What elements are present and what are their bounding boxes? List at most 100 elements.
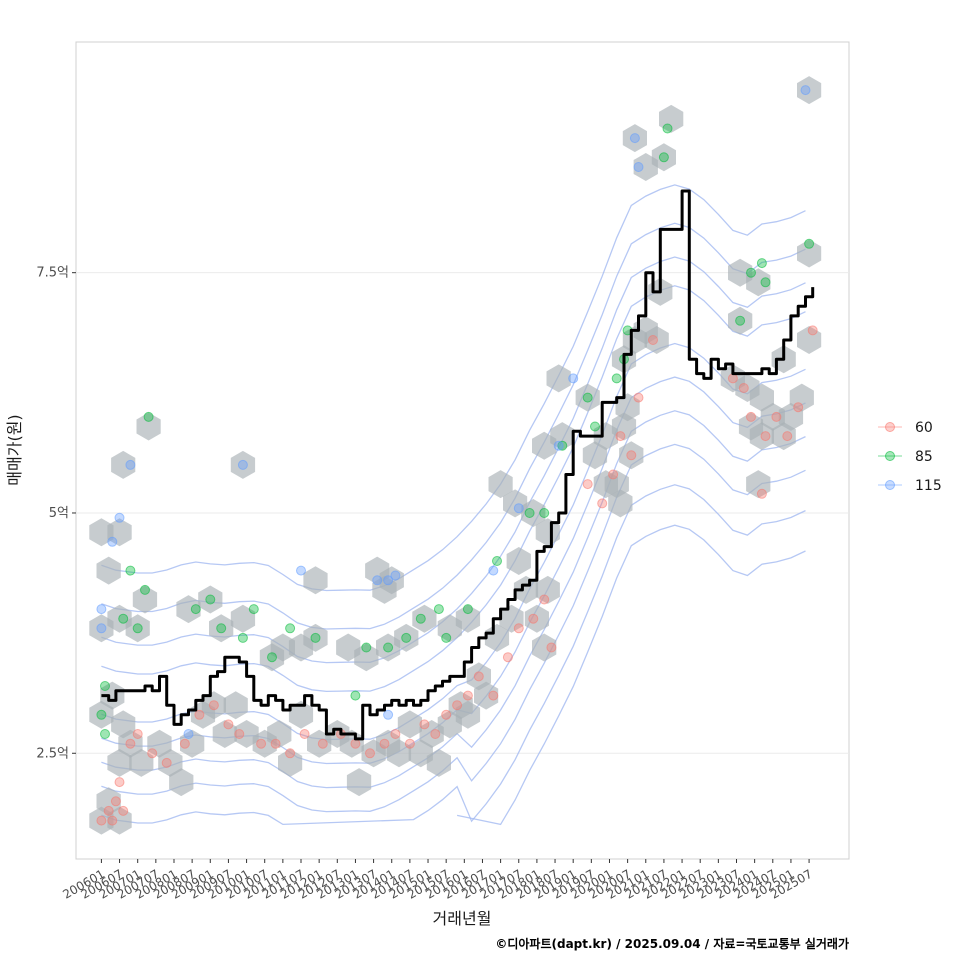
hexbin-104 [749,422,774,451]
legend-label-115: 115 [915,478,942,494]
hexbin-100 [728,306,753,335]
point-115-99 [237,459,248,470]
y-axis-title: 매매가(원) [5,414,24,485]
hexbin-35 [455,700,481,729]
hexbin-21 [288,700,314,729]
hexbin-87 [615,393,640,422]
point-85-72 [383,642,394,653]
point-60-52 [807,325,818,336]
x-axis: 2006012006072007012007072008012008072009… [60,859,815,902]
hexbin-97 [608,489,633,518]
point-85-62 [190,604,201,615]
point-85-67 [267,652,277,663]
point-60-48 [760,431,771,442]
hexbin-93 [622,124,647,153]
y-tick-label-1: 5억 [49,506,69,521]
point-85-70 [350,690,361,701]
legend-key-115 [885,480,895,490]
hexbin-47 [176,595,201,624]
point-60-35 [528,613,539,624]
hexbin-7 [100,681,125,710]
point-60-10 [179,738,190,749]
point-60-49 [771,411,782,422]
hexbin-32 [426,748,451,777]
hexbin-99 [746,268,771,297]
point-60-1 [103,805,114,816]
point-85-60 [140,584,150,595]
point-60-12 [208,700,219,711]
hexbin-96 [659,104,684,133]
point-60-36 [539,594,550,605]
point-60-32 [488,690,499,701]
hexbin-layer [89,76,822,835]
point-60-8 [147,748,158,759]
point-115-104 [488,565,499,576]
hexbin-81 [575,383,600,412]
legend-label-60: 60 [915,420,933,436]
point-85-87 [658,152,669,163]
hexbin-12 [180,729,205,758]
legend-label-85: 85 [915,449,933,465]
hexbin-29 [397,710,422,739]
hexbin-53 [303,623,328,652]
point-60-3 [114,777,125,788]
density-contour-9 [101,184,806,592]
point-115-97 [114,512,125,523]
point-60-53 [756,488,767,499]
hexbin-28 [386,739,412,768]
point-115-107 [568,373,579,384]
y-tick-label-2: 7.5억 [36,266,69,281]
point-60-26 [419,719,430,730]
point-115-105 [513,503,524,514]
point-85-69 [310,632,321,643]
hexbin-73 [506,547,531,575]
hexbin-50 [230,604,256,633]
point-85-57 [118,613,129,624]
point-115-95 [96,623,107,634]
point-60-50 [782,431,793,442]
hexbin-20 [278,748,303,777]
point-85-91 [756,258,767,269]
legend-item-85: 85 [878,449,933,465]
point-115-96 [107,536,118,547]
point-85-64 [216,623,227,634]
legend-key-60 [885,422,895,432]
hexbin-3 [107,748,132,777]
hexbin-61 [455,604,481,633]
point-85-81 [557,440,568,451]
point-85-93 [804,238,815,249]
point-60-0 [96,815,107,826]
hexbin-66 [230,450,256,479]
point-115-102 [383,575,394,586]
point-85-66 [248,604,259,615]
hexbin-8 [111,710,136,739]
hexbin-77 [535,518,560,547]
point-85-76 [441,632,452,643]
point-115-101 [372,575,383,586]
hexbin-69 [513,575,539,604]
point-60-18 [299,729,310,739]
point-85-58 [125,565,136,576]
legend-key-85 [885,451,895,461]
point-85-92 [760,277,771,288]
hexbin-19 [267,720,292,748]
point-60-45 [727,373,738,384]
hexbin-9 [147,729,172,758]
point-60-43 [633,392,644,403]
point-60-6 [125,738,136,749]
point-60-30 [462,690,473,701]
point-115-109 [633,162,644,172]
density-contour-2 [101,443,806,813]
hexbin-70 [524,604,549,633]
point-85-56 [100,729,110,739]
point-60-21 [350,738,361,749]
point-85-55 [96,709,107,720]
hexbin-1 [107,806,132,835]
hexbin-67 [484,623,510,652]
hexbin-15 [212,720,237,748]
hexbin-10 [158,748,183,777]
y-tick-label-0: 2.5억 [36,746,69,761]
hexbin-72 [532,633,557,662]
point-85-71 [361,642,372,653]
point-85-77 [462,604,473,615]
